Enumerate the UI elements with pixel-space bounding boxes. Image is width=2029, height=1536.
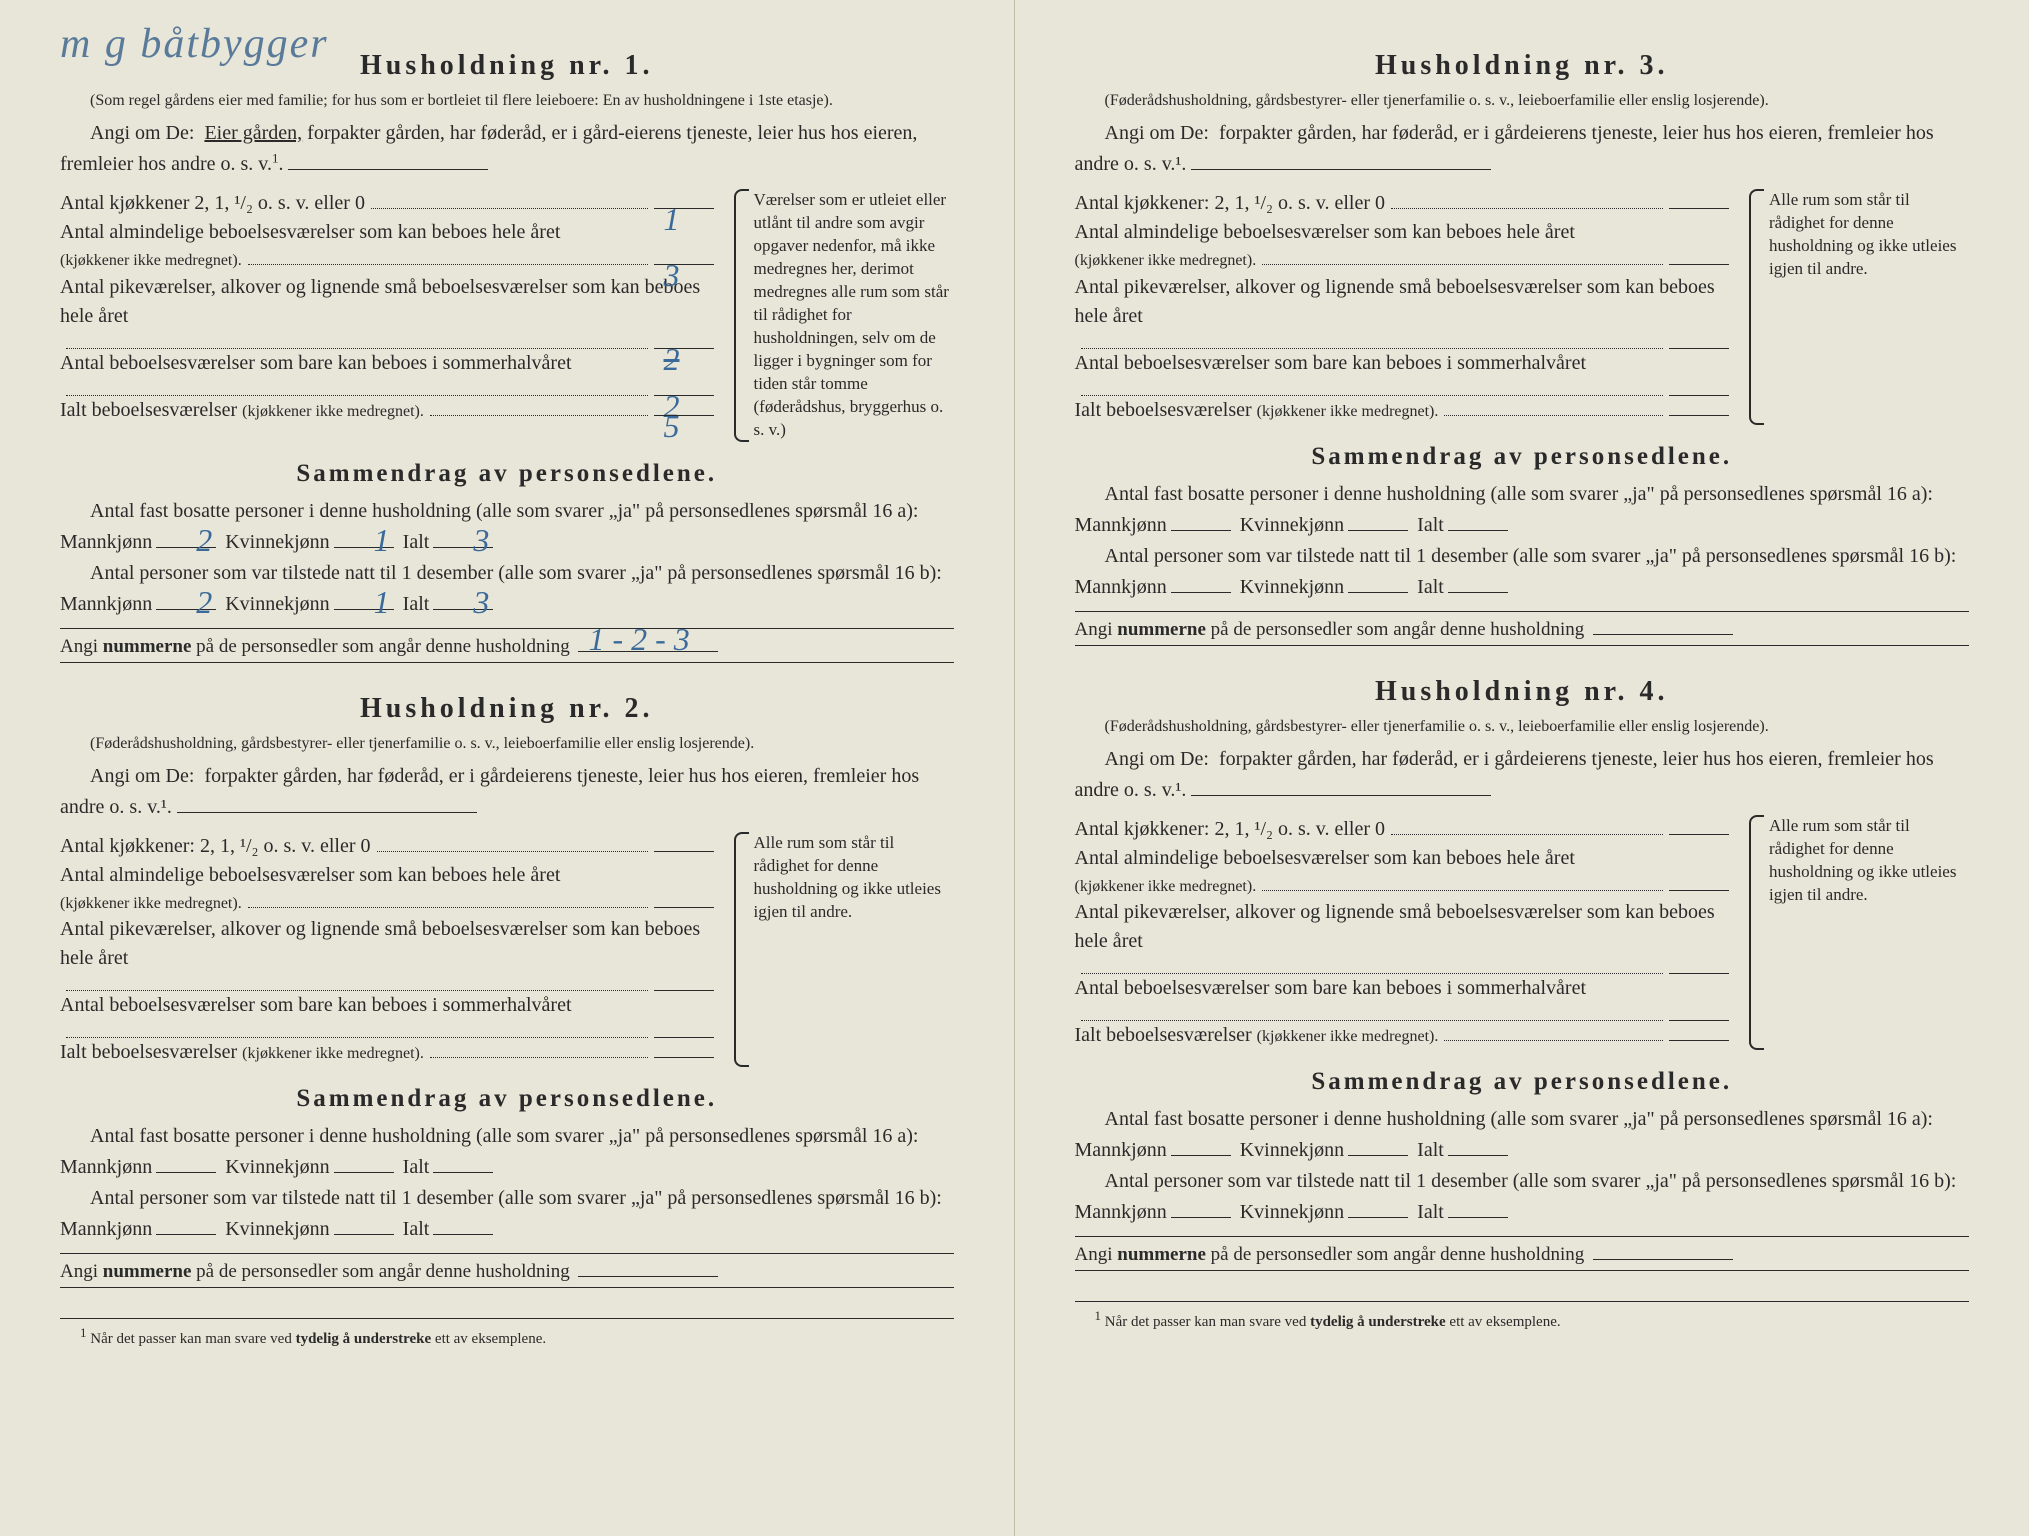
q16b-4: Antal personer som var tilstede natt til… xyxy=(1075,1166,1970,1228)
household-3-title: Husholdning nr. 3. xyxy=(1075,50,1970,82)
household-4-subtitle: (Føderådshusholdning, gårdsbestyrer- ell… xyxy=(1075,716,1970,738)
household-3-subtitle: (Føderådshusholdning, gårdsbestyrer- ell… xyxy=(1075,90,1970,112)
household-4-title: Husholdning nr. 4. xyxy=(1075,676,1970,708)
q16a-2: Antal fast bosatte personer i denne hush… xyxy=(60,1121,954,1183)
almindelige-sub-3: (kjøkkener ikke medregnet). xyxy=(1075,249,1257,272)
q16a-3: Antal fast bosatte personer i denne hush… xyxy=(1075,479,1970,541)
almindelige-sub-2: (kjøkkener ikke medregnet). xyxy=(60,892,242,915)
brace-icon xyxy=(1749,815,1764,1050)
almindelige-value: 3 xyxy=(654,264,714,265)
margin-note-4: Alle rum som står til rådighet for denne… xyxy=(1749,815,1969,1050)
ialt-sub-4: (kjøkkener ikke medregnet). xyxy=(1257,1025,1439,1048)
ialt-sub: (kjøkkener ikke medregnet). xyxy=(242,400,424,423)
sommer-value: 2 xyxy=(654,395,714,396)
ialt-label-4: Ialt beboelsesværelser xyxy=(1075,1021,1252,1050)
q16b-3: Antal personer som var tilstede natt til… xyxy=(1075,541,1970,603)
rooms-block-1: Antal kjøkkener 2, 1, ¹/₂ o. s. v. eller… xyxy=(60,189,714,441)
angi-nummer-3: Angi nummerne på de personsedler som ang… xyxy=(1075,611,1970,646)
household-1-subtitle: (Som regel gårdens eier med familie; for… xyxy=(60,90,954,112)
pike-value: 2 xyxy=(654,348,714,349)
household-2-subtitle: (Føderådshusholdning, gårdsbestyrer- ell… xyxy=(60,733,954,755)
summary-title-3: Sammendrag av personsedlene. xyxy=(1075,443,1970,471)
angi-nummer-1: Angi nummerne på de personsedler som ang… xyxy=(60,628,954,663)
ialt-label-3: Ialt beboelsesværelser xyxy=(1075,396,1252,425)
ialt-value: 5 xyxy=(654,415,714,416)
sommer-label-3: Antal beboelsesværelser som bare kan beb… xyxy=(1075,352,1587,374)
pike-label-3: Antal pikeværelser, alkover og lignende … xyxy=(1075,276,1715,327)
kjokken-label-2: Antal kjøkkener: 2, 1, ¹/₂ o. s. v. elle… xyxy=(60,832,371,861)
household-3-angi: Angi om De: forpakter gården, har føderå… xyxy=(1075,118,1970,179)
almindelige-label: Antal almindelige beboelsesværelser som … xyxy=(60,221,560,243)
brace-icon xyxy=(734,832,749,1067)
household-1-angi: Angi om De: Eier gården, forpakter gårde… xyxy=(60,118,954,179)
sommer-label-2: Antal beboelsesværelser som bare kan beb… xyxy=(60,994,572,1016)
ialt-label: Ialt beboelsesværelser xyxy=(60,396,237,425)
household-1: Husholdning nr. 1. (Som regel gårdens ei… xyxy=(60,50,954,663)
page-right: Husholdning nr. 3. (Føderådshusholdning,… xyxy=(1015,0,2029,1536)
page-left: Husholdning nr. 1. (Som regel gårdens ei… xyxy=(0,0,1015,1536)
almindelige-label-2: Antal almindelige beboelsesværelser som … xyxy=(60,864,560,886)
almindelige-sub-4: (kjøkkener ikke medregnet). xyxy=(1075,875,1257,898)
summary-title-2: Sammendrag av personsedlene. xyxy=(60,1085,954,1113)
rooms-block-4: Antal kjøkkener: 2, 1, ¹/₂ o. s. v. elle… xyxy=(1075,815,1730,1050)
pike-label-4: Antal pikeværelser, alkover og lignende … xyxy=(1075,901,1715,952)
almindelige-label-4: Antal almindelige beboelsesværelser som … xyxy=(1075,847,1575,869)
q16b-2: Antal personer som var tilstede natt til… xyxy=(60,1183,954,1245)
pike-label: Antal pikeværelser, alkover og lignende … xyxy=(60,276,700,327)
ialt-sub-2: (kjøkkener ikke medregnet). xyxy=(242,1042,424,1065)
household-1-title: Husholdning nr. 1. xyxy=(60,50,954,82)
angi-nummer-2: Angi nummerne på de personsedler som ang… xyxy=(60,1253,954,1288)
brace-icon xyxy=(1749,189,1764,424)
almindelige-sub: (kjøkkener ikke medregnet). xyxy=(60,249,242,272)
household-2-title: Husholdning nr. 2. xyxy=(60,693,954,725)
angi-underlined: Eier gården, xyxy=(204,122,302,144)
kjokken-label-4: Antal kjøkkener: 2, 1, ¹/₂ o. s. v. elle… xyxy=(1075,815,1386,844)
margin-note-2: Alle rum som står til rådighet for denne… xyxy=(734,832,954,1067)
kjokken-label-3: Antal kjøkkener: 2, 1, ¹/₂ o. s. v. elle… xyxy=(1075,189,1386,218)
ialt-label-2: Ialt beboelsesværelser xyxy=(60,1038,237,1067)
q16a-1: Antal fast bosatte personer i denne hush… xyxy=(60,496,954,558)
kjokken-value: 1 xyxy=(654,208,714,209)
summary-title-4: Sammendrag av personsedlene. xyxy=(1075,1068,1970,1096)
angi-nummer-4: Angi nummerne på de personsedler som ang… xyxy=(1075,1236,1970,1271)
household-3: Husholdning nr. 3. (Føderådshusholdning,… xyxy=(1075,50,1970,646)
rooms-block-3: Antal kjøkkener: 2, 1, ¹/₂ o. s. v. elle… xyxy=(1075,189,1730,424)
household-2: Husholdning nr. 2. (Føderådshusholdning,… xyxy=(60,693,954,1289)
footnote-left: 1 Når det passer kan man svare ved tydel… xyxy=(60,1318,954,1348)
sommer-label-4: Antal beboelsesværelser som bare kan beb… xyxy=(1075,977,1587,999)
almindelige-label-3: Antal almindelige beboelsesværelser som … xyxy=(1075,221,1575,243)
footnote-right: 1 Når det passer kan man svare ved tydel… xyxy=(1075,1301,1970,1331)
kjokken-label: Antal kjøkkener 2, 1, ¹/₂ o. s. v. eller… xyxy=(60,189,365,218)
q16b-1: Antal personer som var tilstede natt til… xyxy=(60,558,954,620)
margin-note-1: Værelser som er utleiet eller utlånt til… xyxy=(734,189,954,441)
margin-note-3: Alle rum som står til rådighet for denne… xyxy=(1749,189,1969,424)
summary-title-1: Sammendrag av personsedlene. xyxy=(60,460,954,488)
q16a-4: Antal fast bosatte personer i denne hush… xyxy=(1075,1104,1970,1166)
rooms-block-2: Antal kjøkkener: 2, 1, ¹/₂ o. s. v. elle… xyxy=(60,832,714,1067)
ialt-sub-3: (kjøkkener ikke medregnet). xyxy=(1257,400,1439,423)
household-4-angi: Angi om De: forpakter gården, har føderå… xyxy=(1075,744,1970,805)
pike-label-2: Antal pikeværelser, alkover og lignende … xyxy=(60,918,700,969)
brace-icon xyxy=(734,189,749,441)
household-2-angi: Angi om De: forpakter gården, har føderå… xyxy=(60,761,954,822)
household-4: Husholdning nr. 4. (Føderådshusholdning,… xyxy=(1075,676,1970,1272)
sommer-label: Antal beboelsesværelser som bare kan beb… xyxy=(60,352,572,374)
